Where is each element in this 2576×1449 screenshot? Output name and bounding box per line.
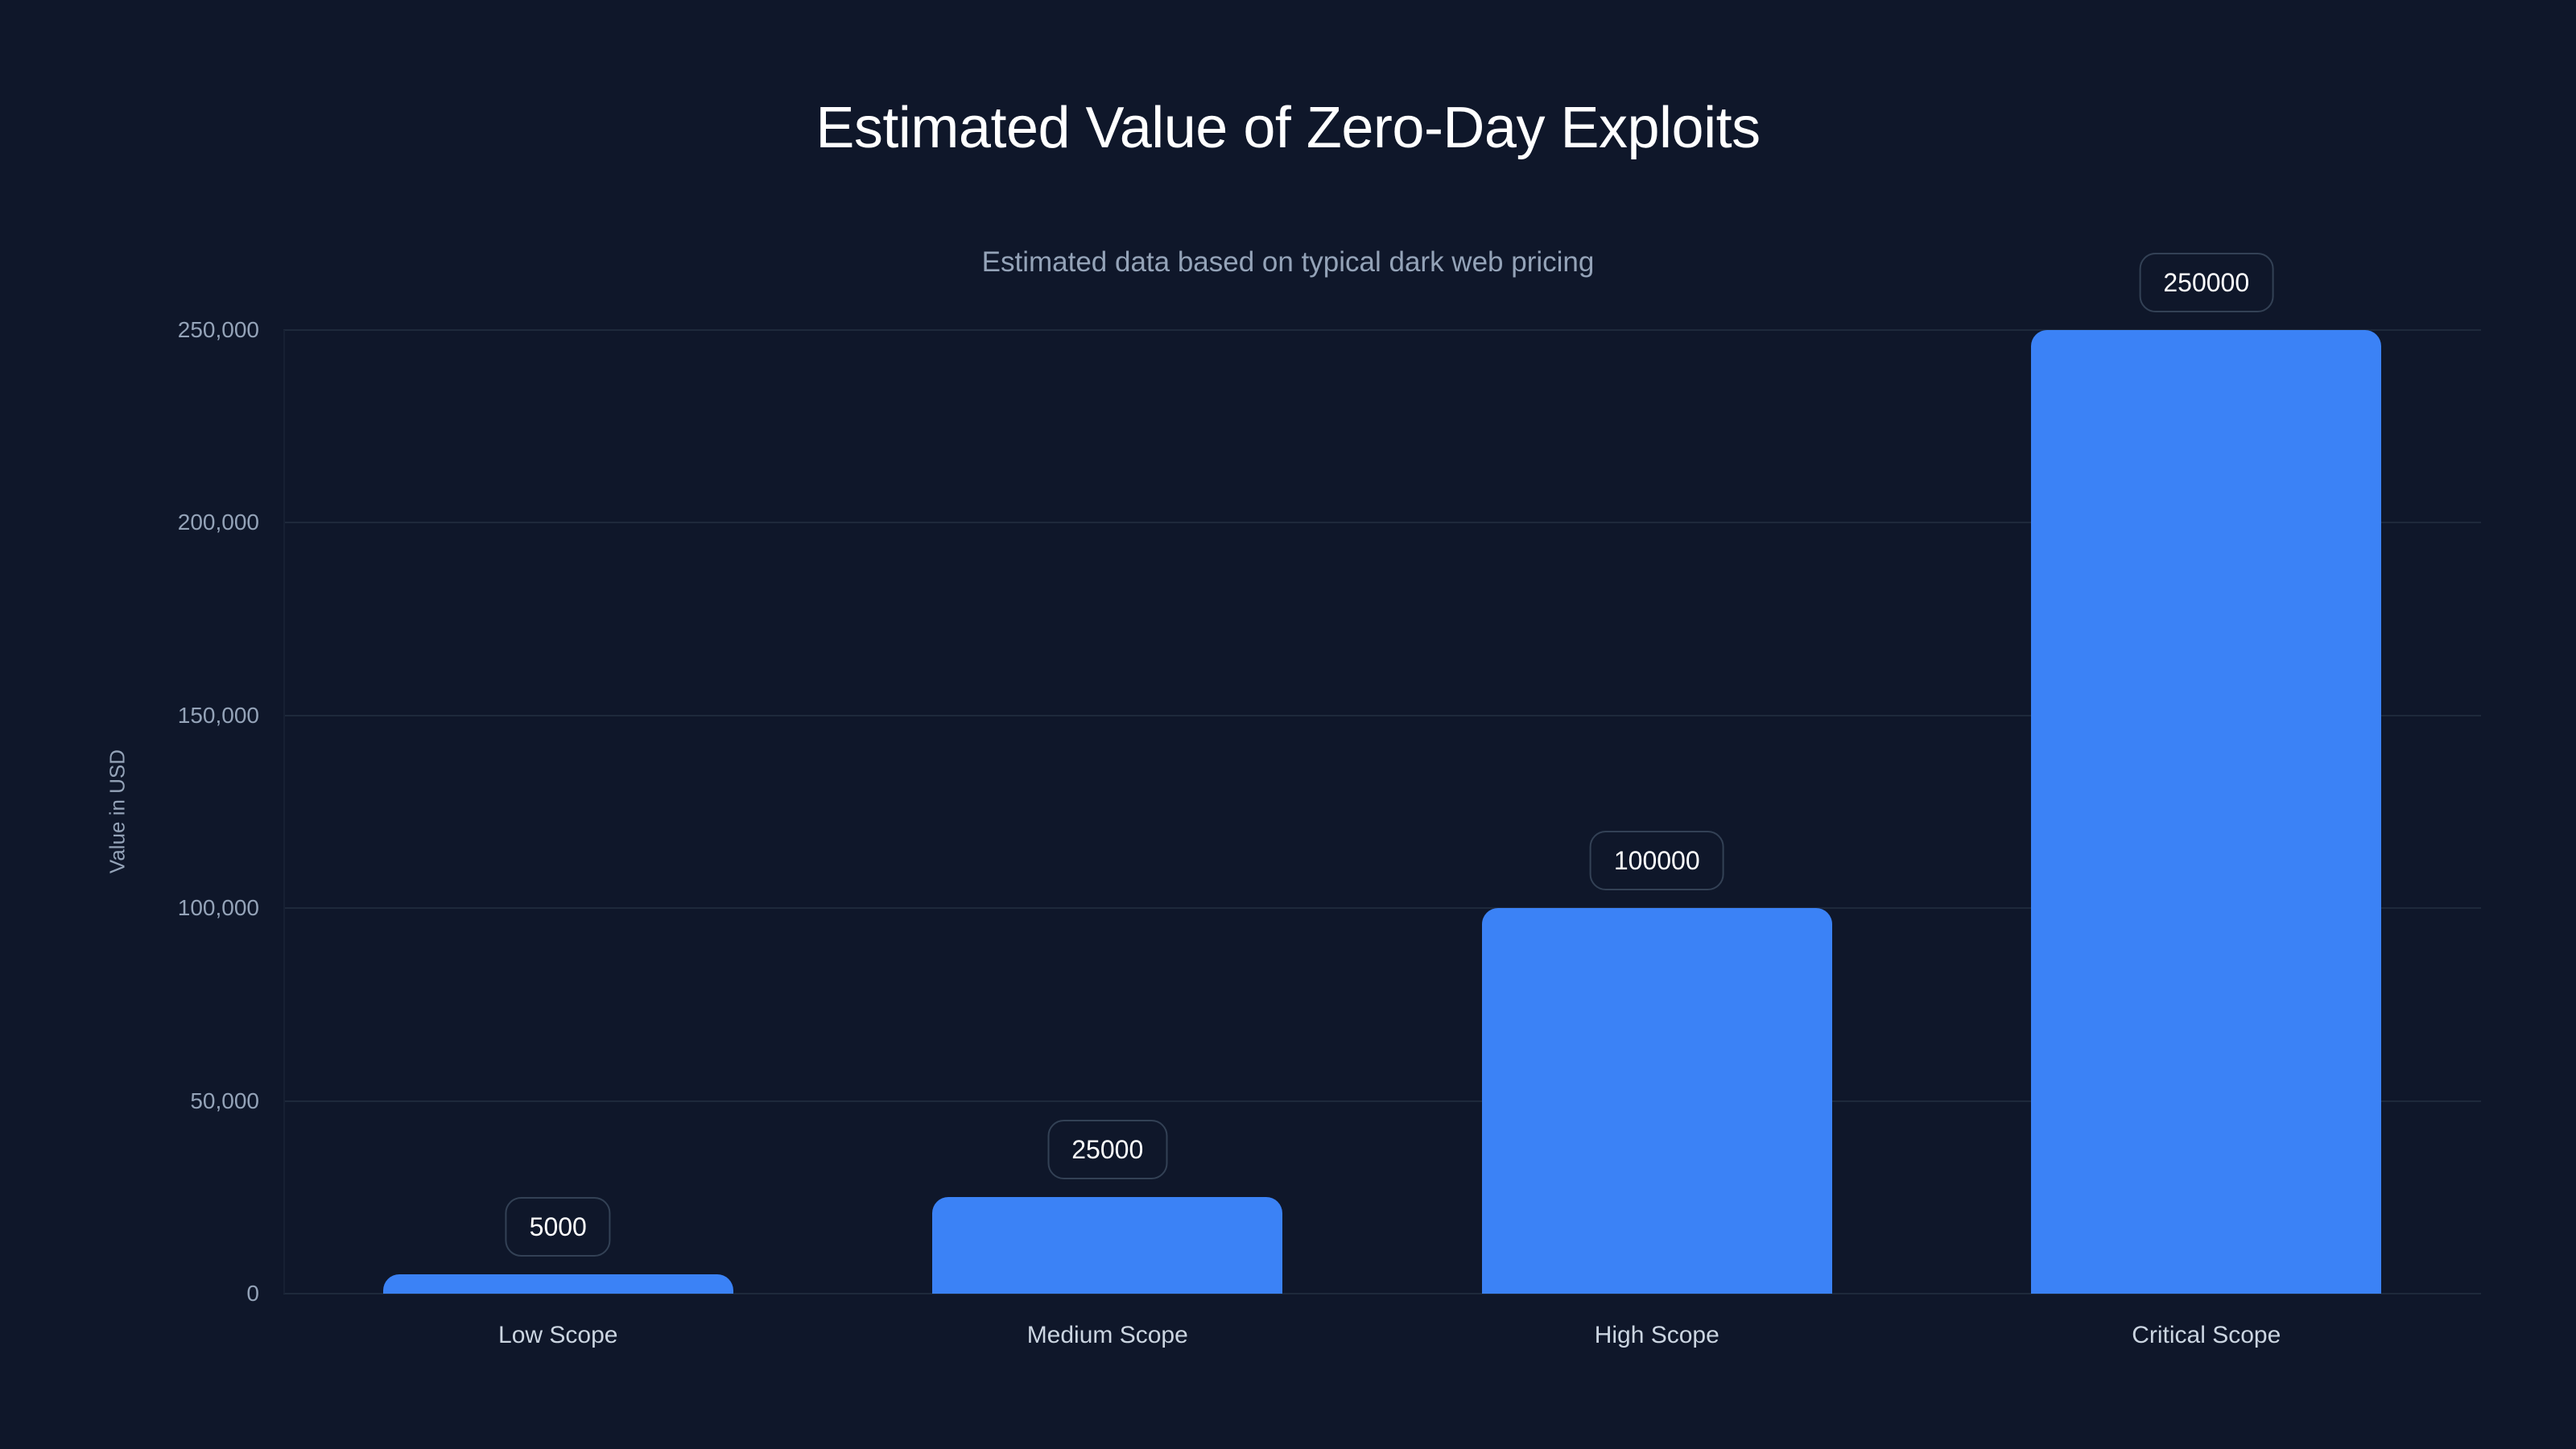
gridline — [283, 714, 2481, 716]
gridline — [283, 329, 2481, 331]
chart-subtitle: Estimated data based on typical dark web… — [981, 246, 1595, 278]
y-tick-label: 100,000 — [177, 895, 259, 921]
y-tick-label: 150,000 — [177, 702, 259, 728]
x-tick-label: High Scope — [1594, 1322, 1719, 1348]
gridline — [283, 1100, 2481, 1102]
value-label: 5000 — [505, 1197, 611, 1257]
plot-area: 5000 25000 100000 250000 — [283, 253, 2481, 1294]
y-tick-label: 50,000 — [190, 1088, 259, 1113]
gridline — [283, 1293, 2481, 1294]
value-label: 250000 — [2139, 253, 2274, 312]
x-tick-label: Medium Scope — [1026, 1322, 1188, 1348]
bar[interactable] — [932, 1197, 1283, 1294]
bar[interactable] — [382, 1274, 733, 1294]
value-label: 100000 — [1589, 831, 1724, 891]
value-label: 25000 — [1047, 1120, 1168, 1180]
bar[interactable] — [2031, 330, 2382, 1294]
x-tick-label: Low Scope — [498, 1322, 618, 1348]
y-axis-line — [283, 330, 285, 1294]
gridline — [283, 522, 2481, 524]
gridline — [283, 907, 2481, 910]
y-tick-label: 200,000 — [177, 510, 259, 535]
y-tick-label: 250,000 — [177, 317, 259, 342]
x-tick-label: Critical Scope — [2132, 1322, 2281, 1348]
y-tick-label: 0 — [246, 1281, 259, 1306]
bar[interactable] — [1481, 908, 1832, 1294]
y-axis-title: Value in USD — [105, 749, 130, 874]
chart-title: Estimated Value of Zero-Day Exploits — [815, 96, 1761, 160]
